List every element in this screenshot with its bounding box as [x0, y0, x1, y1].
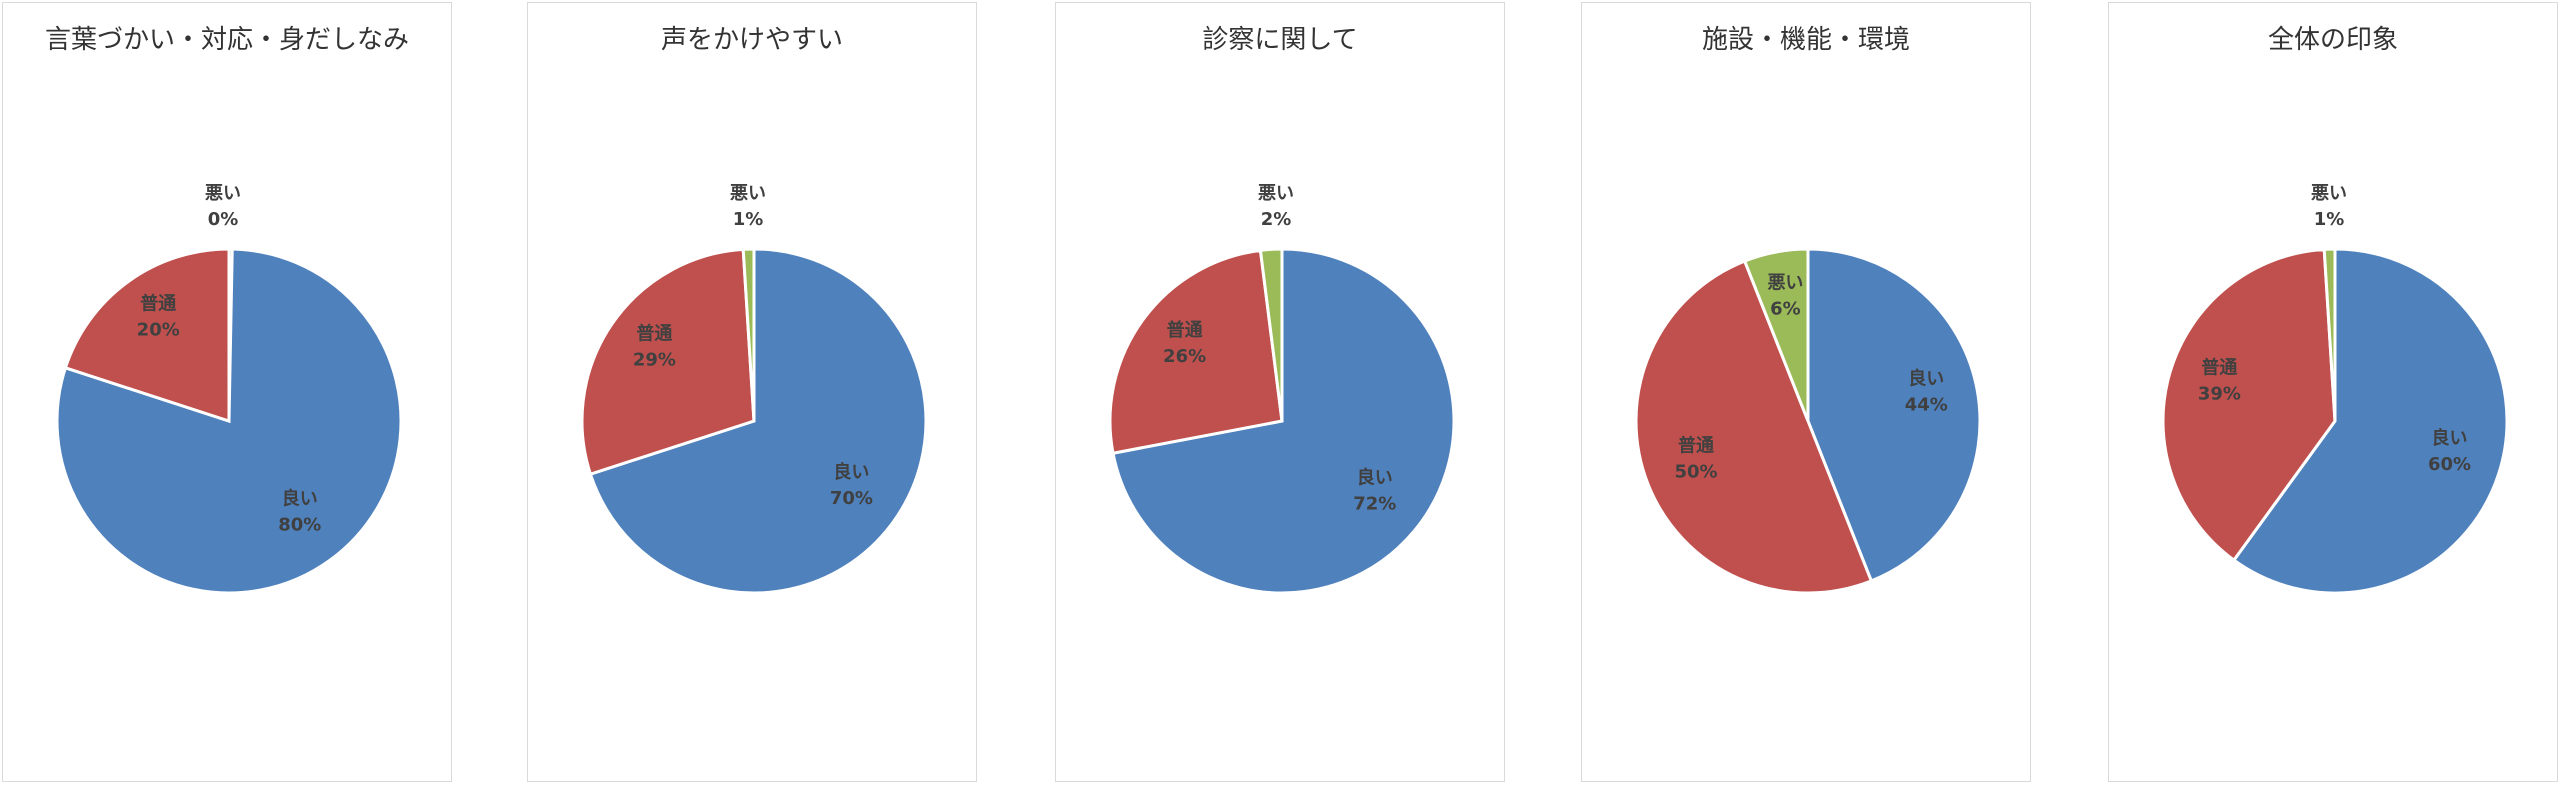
pie-chart-panel: 声をかけやすい良い 70% 普通 29% 悪い 1% [527, 2, 977, 782]
chart-title: 言葉づかい・対応・身だしなみ [44, 25, 409, 55]
pie-slice [1806, 247, 1982, 583]
slice-value-label: 39% [2198, 383, 2241, 404]
pie-chart-panel: 施設・機能・環境良い 44% 普通 50% 悪い 6% [1581, 2, 2031, 782]
pie-chart: 良い 60% 普通 39% 悪い 1% [2161, 183, 2509, 595]
chart-title: 全体の印象 [2267, 25, 2398, 55]
pie-slice [580, 247, 756, 477]
slice-value-label: 1% [733, 209, 764, 230]
slice-value-label: 44% [1905, 394, 1948, 415]
pie-chart-panel: 全体の印象良い 60% 普通 39% 悪い 1% [2108, 2, 2558, 782]
slice-category-label: 良い [282, 487, 318, 509]
pie-slice [2231, 247, 2509, 595]
slice-category-label: 悪い [1767, 273, 1803, 294]
slice-category-label: 普通 [636, 322, 672, 344]
slice-category-label: 普通 [2201, 356, 2237, 378]
slice-value-label: 70% [830, 488, 873, 509]
pie-chart-panel: 診察に関して良い 72% 普通 26% 悪い 2% [1055, 2, 1505, 782]
pie-slice [741, 247, 756, 422]
slice-value-label: 50% [1675, 461, 1718, 482]
slice-category-label: 良い [1908, 367, 1944, 389]
pie-slice [227, 247, 234, 422]
pie-slice [1258, 247, 1284, 422]
slice-category-label: 普通 [140, 293, 176, 315]
pie-slice [63, 247, 231, 424]
pie-slice [588, 247, 928, 595]
slice-category-label: 悪い [730, 183, 766, 204]
slice-category-label: 悪い [205, 183, 241, 204]
slice-category-label: 普通 [1678, 434, 1714, 456]
pie-chart: 良い 70% 普通 29% 悪い 1% [580, 183, 928, 595]
pie-chart: 良い 80% 普通 20% 悪い 0% [55, 183, 403, 595]
slice-value-label: 60% [2428, 454, 2471, 475]
chart-title: 施設・機能・環境 [1701, 25, 1910, 55]
slice-value-label: 29% [633, 349, 676, 370]
pie-slice [1634, 259, 1874, 595]
slice-value-label: 80% [278, 514, 321, 535]
slice-value-label: 0% [208, 209, 239, 230]
chart-title: 診察に関して [1202, 25, 1358, 55]
pie-slice [1742, 247, 1810, 422]
slice-value-label: 1% [2314, 209, 2345, 230]
pie-slice [1111, 247, 1456, 595]
pie-chart: 良い 72% 普通 26% 悪い 2% [1108, 183, 1456, 595]
slice-category-label: 悪い [1258, 183, 1294, 204]
slice-value-label: 26% [1163, 346, 1206, 367]
slice-category-label: 良い [2432, 427, 2468, 449]
pie-slice [2322, 247, 2337, 422]
slice-category-label: 悪い [2311, 183, 2347, 204]
slice-category-label: 良い [1357, 467, 1393, 489]
pie-slice [1108, 248, 1284, 455]
slice-category-label: 良い [833, 461, 869, 483]
slice-value-label: 20% [137, 320, 180, 341]
pie-slice [2161, 247, 2337, 563]
pie-chart: 良い 44% 普通 50% 悪い 6% [1634, 247, 1982, 595]
pie-chart-panel: 言葉づかい・対応・身だしなみ良い 80% 普通 20% 悪い 0% [2, 2, 452, 782]
slice-value-label: 72% [1353, 494, 1396, 515]
slice-value-label: 2% [1261, 209, 1292, 230]
slice-value-label: 6% [1770, 299, 1801, 320]
chart-title: 声をかけやすい [660, 25, 843, 55]
slice-category-label: 普通 [1167, 319, 1203, 341]
